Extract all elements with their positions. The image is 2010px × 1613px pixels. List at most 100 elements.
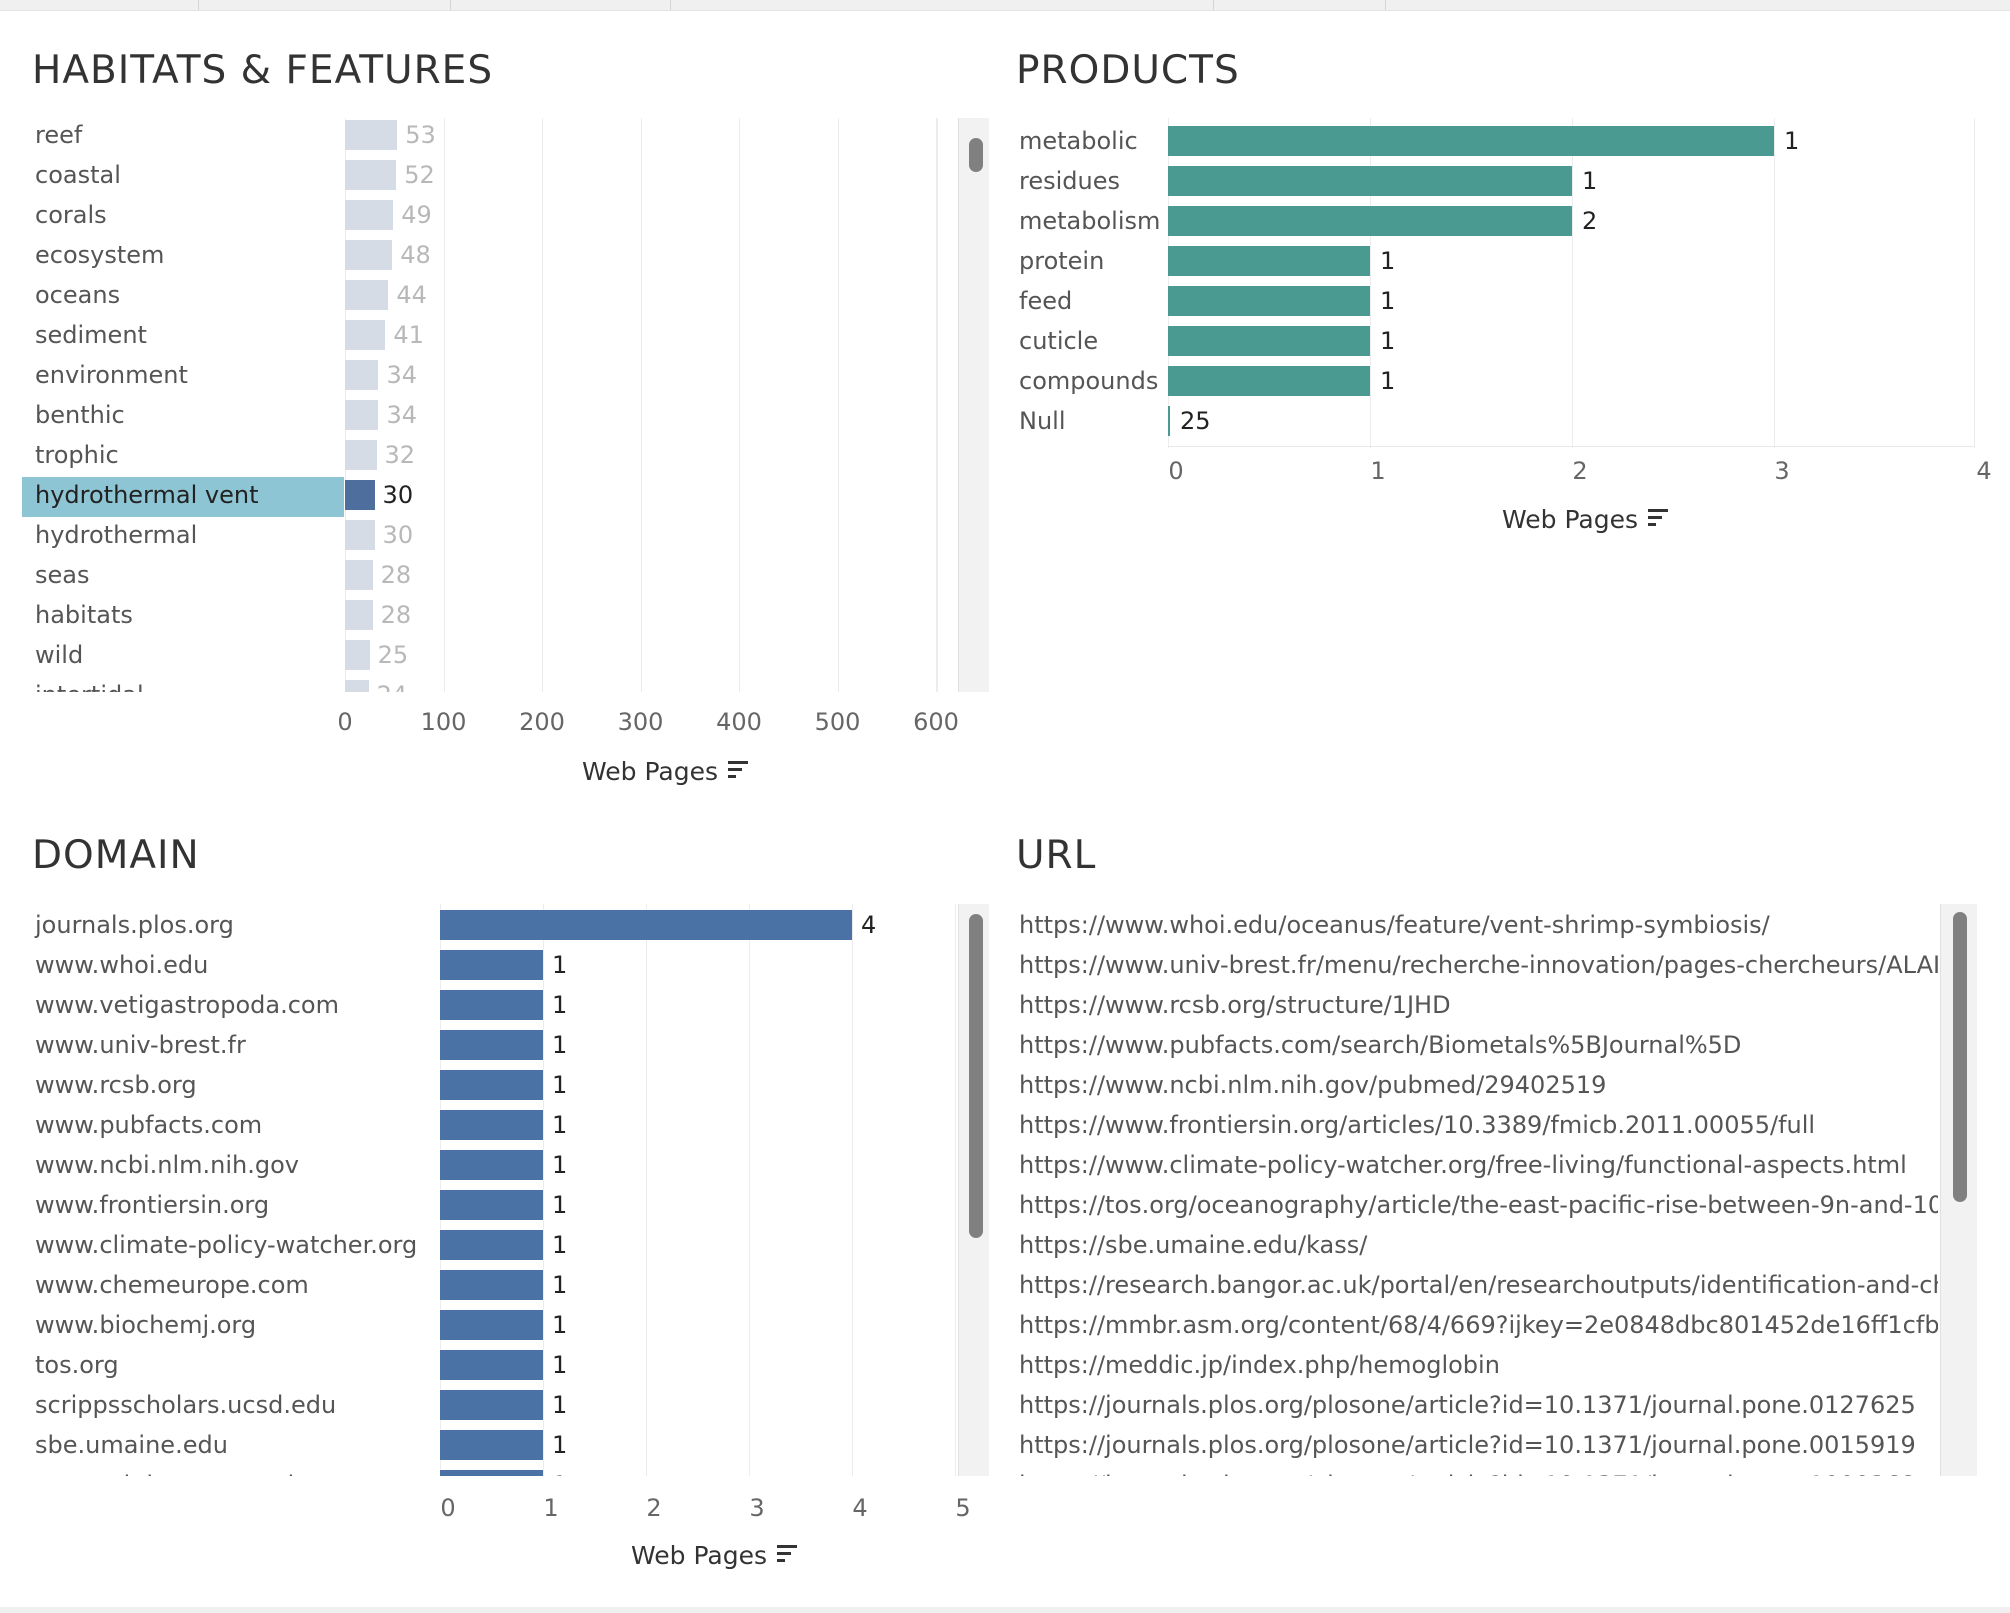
habitats-category-label[interactable]: seas <box>35 561 90 589</box>
habitats-scrollbar-thumb[interactable] <box>969 138 983 172</box>
domain-bar[interactable] <box>440 950 543 980</box>
habitats-axis-title[interactable]: Web Pages <box>582 757 750 786</box>
products-bar[interactable] <box>1168 246 1370 276</box>
sort-descending-icon[interactable] <box>1648 508 1670 528</box>
url-list-item[interactable]: https://mmbr.asm.org/content/68/4/669?ij… <box>1019 1311 1938 1339</box>
domain-category-label[interactable]: www.climate-policy-watcher.org <box>35 1231 418 1259</box>
url-list-item[interactable]: https://journals.plos.org/plosone/articl… <box>1019 1470 1916 1476</box>
products-bar[interactable] <box>1168 326 1370 356</box>
products-category-label[interactable]: protein <box>1019 247 1105 275</box>
products-category-label[interactable]: cuticle <box>1019 327 1099 355</box>
url-list-item[interactable]: https://tos.org/oceanography/article/the… <box>1019 1191 1938 1219</box>
products-bar[interactable] <box>1168 206 1572 236</box>
url-scrollbar-thumb[interactable] <box>1953 912 1967 1202</box>
habitats-bar[interactable] <box>345 680 369 692</box>
url-list-item[interactable]: https://meddic.jp/index.php/hemoglobin <box>1019 1351 1500 1379</box>
domain-category-label[interactable]: www.univ-brest.fr <box>35 1031 246 1059</box>
url-list-item[interactable]: https://www.whoi.edu/oceanus/feature/ven… <box>1019 911 1770 939</box>
products-category-label[interactable]: Null <box>1019 407 1066 435</box>
habitats-bar[interactable] <box>345 600 373 630</box>
domain-axis-title[interactable]: Web Pages <box>631 1541 799 1570</box>
products-category-label[interactable]: residues <box>1019 167 1120 195</box>
habitats-bar[interactable] <box>345 400 379 430</box>
habitats-bar[interactable] <box>345 160 397 190</box>
habitats-category-label[interactable]: habitats <box>35 601 133 629</box>
url-list-item[interactable]: https://journals.plos.org/plosone/articl… <box>1019 1431 1916 1459</box>
habitats-bar[interactable] <box>345 200 394 230</box>
url-list-item[interactable]: https://www.climate-policy-watcher.org/f… <box>1019 1151 1907 1179</box>
habitats-bar[interactable] <box>345 560 373 590</box>
url-list[interactable]: https://www.whoi.edu/oceanus/feature/ven… <box>1016 904 1938 1476</box>
habitats-bar[interactable] <box>345 520 375 550</box>
domain-bar[interactable] <box>440 1270 543 1300</box>
products-axis-title[interactable]: Web Pages <box>1502 505 1670 534</box>
habitats-category-label[interactable]: ecosystem <box>35 241 165 269</box>
url-list-item[interactable]: https://research.bangor.ac.uk/portal/en/… <box>1019 1271 1938 1299</box>
domain-bar[interactable] <box>440 1470 543 1476</box>
domain-bar[interactable] <box>440 1070 543 1100</box>
products-bar[interactable] <box>1168 166 1572 196</box>
url-list-item[interactable]: https://www.univ-brest.fr/menu/recherche… <box>1019 951 1938 979</box>
domain-scrollbar-thumb[interactable] <box>969 914 983 1238</box>
domain-category-label[interactable]: www.vetigastropoda.com <box>35 991 339 1019</box>
habitats-category-label[interactable]: coastal <box>35 161 121 189</box>
products-category-label[interactable]: feed <box>1019 287 1073 315</box>
domain-category-label[interactable]: www.chemeurope.com <box>35 1271 309 1299</box>
habitats-category-label[interactable]: reef <box>35 121 83 149</box>
domain-category-label[interactable]: www.ncbi.nlm.nih.gov <box>35 1151 299 1179</box>
habitats-bar[interactable] <box>345 640 370 670</box>
habitats-bar[interactable] <box>345 440 377 470</box>
products-bar[interactable] <box>1168 366 1370 396</box>
habitats-category-label[interactable]: corals <box>35 201 107 229</box>
products-category-label[interactable]: metabolic <box>1019 127 1138 155</box>
products-chart[interactable]: metabolic 1 residues 1 metabolism 2 protein 1 fe… <box>1016 118 1976 448</box>
url-list-item[interactable]: https://www.pubfacts.com/search/Biometal… <box>1019 1031 1742 1059</box>
domain-category-label[interactable]: www.rcsb.org <box>35 1071 197 1099</box>
habitats-category-label[interactable]: intertidal <box>35 680 144 692</box>
domain-bar[interactable] <box>440 1390 543 1420</box>
domain-bar[interactable] <box>440 1150 543 1180</box>
domain-scrollbar[interactable] <box>958 904 989 1476</box>
habitats-category-label[interactable]: environment <box>35 361 188 389</box>
products-bar[interactable] <box>1168 126 1774 156</box>
domain-category-label[interactable]: research.bangor.ac.uk <box>35 1470 301 1476</box>
domain-category-label[interactable]: www.frontiersin.org <box>35 1191 270 1219</box>
url-scrollbar[interactable] <box>1940 904 1977 1476</box>
domain-category-label[interactable]: scrippsscholars.ucsd.edu <box>35 1391 337 1419</box>
domain-bar[interactable] <box>440 1350 543 1380</box>
domain-bar[interactable] <box>440 990 543 1020</box>
products-bar[interactable] <box>1168 406 1170 436</box>
domain-category-label[interactable]: tos.org <box>35 1351 119 1379</box>
habitats-bar[interactable] <box>345 240 393 270</box>
sort-descending-icon[interactable] <box>777 1544 799 1564</box>
domain-bar[interactable] <box>440 1110 543 1140</box>
url-list-item[interactable]: https://journals.plos.org/plosone/articl… <box>1019 1391 1916 1419</box>
domain-category-label[interactable]: journals.plos.org <box>35 911 234 939</box>
habitats-category-label[interactable]: trophic <box>35 441 119 469</box>
url-list-item[interactable]: https://www.frontiersin.org/articles/10.… <box>1019 1111 1816 1139</box>
habitats-category-label[interactable]: benthic <box>35 401 125 429</box>
url-list-item[interactable]: https://www.ncbi.nlm.nih.gov/pubmed/2940… <box>1019 1071 1607 1099</box>
domain-chart[interactable]: journals.plos.org 4 www.whoi.edu 1 www.vetig… <box>22 904 957 1476</box>
habitats-bar[interactable] <box>345 480 375 510</box>
products-category-label[interactable]: compounds <box>1019 367 1159 395</box>
habitats-bar[interactable] <box>345 120 398 150</box>
domain-category-label[interactable]: www.biochemj.org <box>35 1311 257 1339</box>
domain-bar[interactable] <box>440 1190 543 1220</box>
habitats-bar[interactable] <box>345 320 386 350</box>
habitats-chart[interactable]: reef 53 coastal 52 corals 49 ecosystem 48 oceans… <box>22 118 957 692</box>
domain-category-label[interactable]: sbe.umaine.edu <box>35 1431 228 1459</box>
domain-bar[interactable] <box>440 1030 543 1060</box>
habitats-category-label[interactable]: oceans <box>35 281 121 309</box>
habitats-category-label[interactable]: sediment <box>35 321 147 349</box>
habitats-category-label[interactable]: hydrothermal <box>35 521 198 549</box>
habitats-scrollbar[interactable] <box>958 118 989 692</box>
domain-bar[interactable] <box>440 1230 543 1260</box>
url-list-item[interactable]: https://www.rcsb.org/structure/1JHD <box>1019 991 1451 1019</box>
products-bar[interactable] <box>1168 286 1370 316</box>
domain-category-label[interactable]: www.whoi.edu <box>35 951 209 979</box>
habitats-bar[interactable] <box>345 360 379 390</box>
domain-category-label[interactable]: www.pubfacts.com <box>35 1111 263 1139</box>
habitats-category-label[interactable]: hydrothermal vent <box>35 481 259 509</box>
domain-bar[interactable] <box>440 1310 543 1340</box>
